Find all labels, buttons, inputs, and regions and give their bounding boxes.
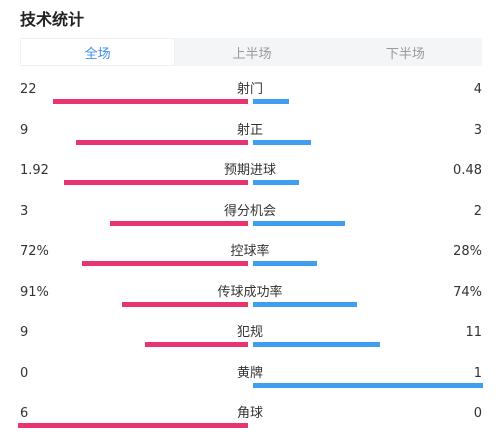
away-value: 28%: [453, 244, 482, 259]
stat-label: 控球率: [230, 244, 270, 259]
stat-row-shots-on-target: 9 射正 3: [0, 119, 500, 160]
away-bar: [253, 301, 357, 307]
away-bar: [253, 139, 311, 145]
stat-label: 射门: [236, 82, 263, 97]
home-bar: [82, 261, 248, 266]
home-value: 9: [20, 325, 29, 340]
away-bar: [253, 342, 380, 347]
stat-label: 预期进球: [223, 163, 276, 178]
home-bar: [121, 301, 248, 307]
stat-row-expected-goals: 1.92 预期进球 0.48: [0, 159, 500, 200]
stat-label: 传球成功率: [217, 284, 283, 300]
stat-label: 黄牌: [236, 365, 263, 381]
stat-row-pass-accuracy: 91% 传球成功率 74%: [0, 281, 500, 322]
away-bar: [253, 261, 318, 266]
away-value: 3: [473, 122, 482, 138]
stat-label: 射正: [236, 122, 263, 138]
home-value: 9: [20, 122, 29, 138]
away-bar: [253, 99, 289, 104]
away-value: 2: [473, 203, 482, 219]
home-value: 22: [20, 82, 37, 97]
page-title: 技术统计: [20, 10, 85, 29]
home-value: 3: [20, 203, 29, 219]
home-bar: [18, 423, 248, 428]
home-bar: [75, 139, 248, 145]
tab-first-half[interactable]: 上半场: [232, 46, 272, 62]
away-value: 11: [465, 325, 482, 340]
stat-row-possession: 72% 控球率 28%: [0, 240, 500, 281]
stat-label: 得分机会: [223, 203, 276, 219]
home-bar: [52, 99, 248, 104]
stat-row-shots: 22 射门 4: [0, 78, 500, 119]
home-value: 6: [20, 406, 29, 421]
stats-list: 22 射门 4 9 射正 3 1.92 预期进球 0.48 3 得分机会 2 7…: [0, 78, 500, 443]
away-value: 0.48: [453, 163, 482, 178]
home-value: 1.92: [20, 163, 49, 178]
home-value: 0: [20, 365, 29, 381]
period-tabs: 全场 上半场 下半场: [20, 38, 482, 66]
stat-row-corners: 6 角球 0: [0, 402, 500, 443]
home-bar: [110, 220, 248, 226]
away-value: 0: [473, 406, 482, 421]
tab-full-match[interactable]: 全场: [20, 38, 176, 66]
home-value: 72%: [20, 244, 49, 259]
stat-label: 犯规: [236, 325, 263, 340]
away-bar: [253, 220, 345, 226]
home-value: 91%: [20, 284, 49, 300]
stat-label: 角球: [236, 406, 263, 421]
away-value: 1: [473, 365, 482, 381]
stat-row-yellow-cards: 0 黄牌 1: [0, 362, 500, 403]
away-bar: [253, 382, 483, 388]
stat-row-chances: 3 得分机会 2: [0, 200, 500, 241]
home-bar: [144, 342, 248, 347]
away-value: 4: [473, 82, 482, 97]
tab-second-half[interactable]: 下半场: [385, 46, 425, 62]
away-bar: [253, 180, 299, 185]
home-bar: [64, 180, 248, 185]
away-value: 74%: [453, 284, 482, 300]
stat-row-fouls: 9 犯规 11: [0, 321, 500, 362]
